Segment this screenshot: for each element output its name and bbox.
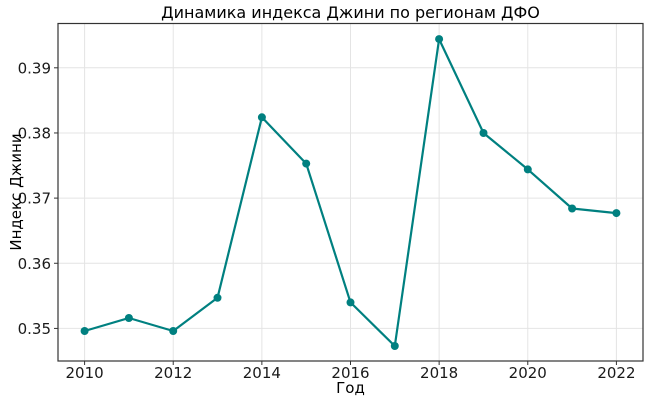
- data-point: [213, 293, 222, 302]
- y-tick-label: 0.35: [18, 320, 51, 338]
- x-axis-label: Год: [336, 379, 365, 397]
- data-point: [80, 327, 89, 335]
- x-tick-label: 2014: [243, 364, 281, 382]
- x-tick-label: 2010: [65, 364, 103, 382]
- y-tick-label: 0.36: [18, 255, 51, 273]
- y-tick-label: 0.37: [18, 190, 51, 208]
- data-point: [435, 35, 444, 44]
- chart-title: Динамика индекса Джини по регионам ДФО: [161, 3, 540, 22]
- x-tick-label: 2012: [154, 364, 192, 382]
- data-point: [124, 314, 133, 322]
- data-point: [302, 159, 311, 168]
- data-point: [390, 342, 399, 350]
- data-point: [169, 327, 178, 335]
- data-point: [523, 165, 532, 174]
- data-point: [568, 204, 577, 213]
- x-tick-label: 2016: [331, 364, 369, 382]
- x-tick-label: 2020: [509, 364, 547, 382]
- data-point: [257, 113, 266, 122]
- y-axis-label: Индекс Джини: [7, 133, 25, 251]
- y-tick-label: 0.39: [18, 59, 51, 77]
- x-tick-label: 2022: [597, 364, 635, 382]
- data-point: [479, 129, 488, 137]
- data-point: [612, 209, 621, 218]
- x-tick-label: 2018: [420, 364, 458, 382]
- y-tick-label: 0.38: [18, 124, 51, 142]
- data-point: [346, 298, 355, 307]
